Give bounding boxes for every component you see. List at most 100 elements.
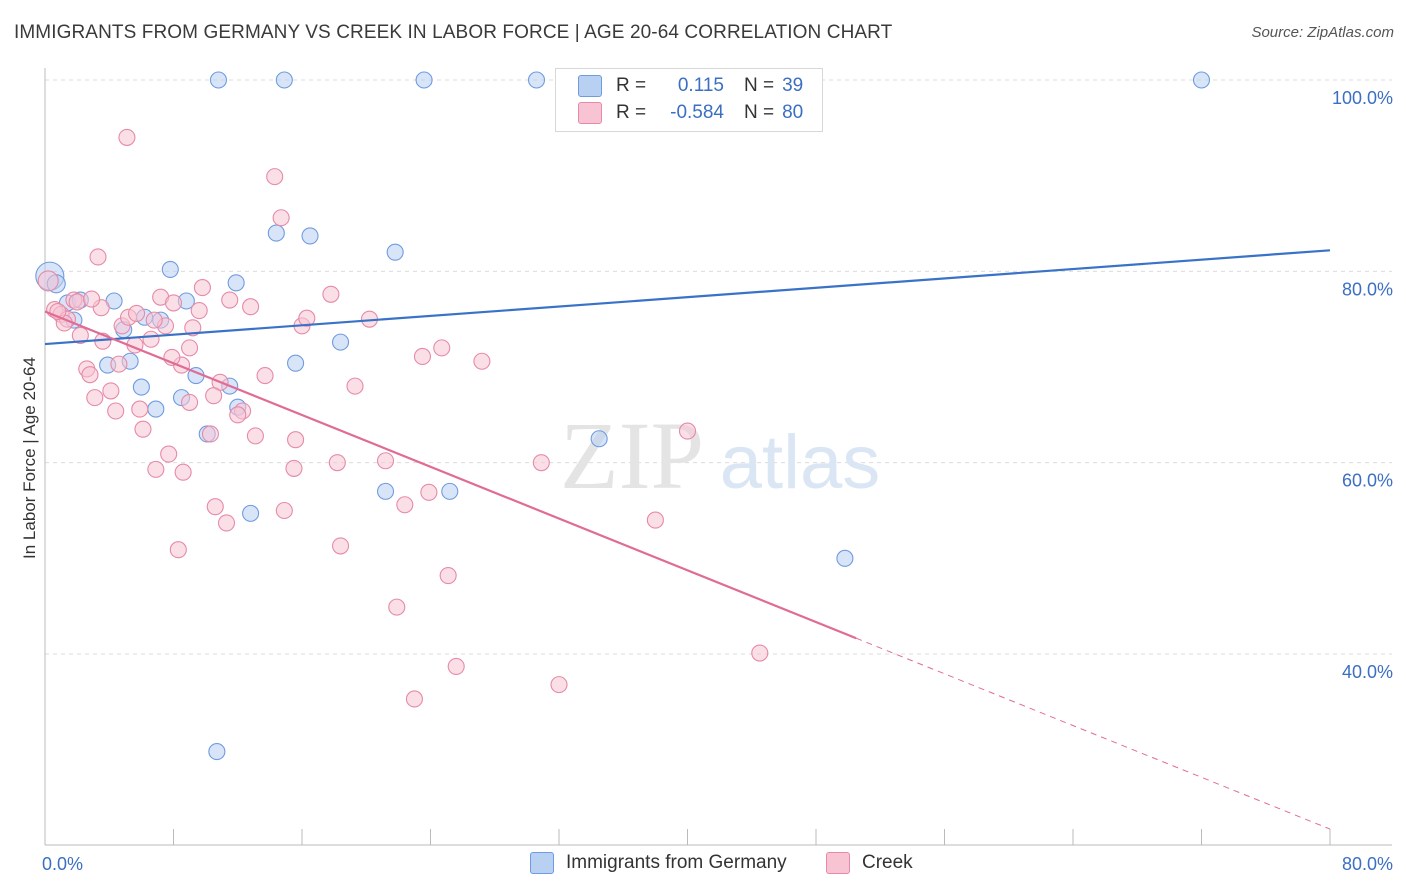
creek-point-75 [110,355,128,373]
creek-point-31 [201,425,219,443]
creek-point-72 [205,387,223,405]
creek-point-5 [71,326,89,344]
germany-trend-line [44,249,1331,346]
legend-r-value: 0.115 [677,75,724,96]
trend-lines [44,249,1331,830]
creek-point-32 [206,498,224,516]
creek-point-69 [68,293,86,311]
germany-point-12 [161,260,179,278]
creek-trend-line [44,310,857,640]
chart-title: IMMIGRANTS FROM GERMANY VS CREEK IN LABO… [14,22,893,43]
legend-r-label: R = [616,102,647,123]
watermark-atlas: atlas [720,420,881,505]
creek-point-35 [221,291,239,309]
creek-point-17 [134,420,152,438]
creek-point-52 [376,452,395,470]
creek-point-19 [147,460,165,478]
creek-point-27 [181,393,199,411]
creek-point-23 [164,294,183,312]
creek-point-64 [646,511,664,529]
germany-point-23 [301,227,319,245]
creek-point-54 [396,496,414,514]
watermark-zip: ZIP [560,402,704,509]
creek-point-22 [160,445,178,463]
germany-point-30 [836,549,854,567]
legend-row-creek: R = -0.584 N = 80 [578,100,803,126]
germany-point-32 [209,71,228,89]
germany-point-28 [441,482,459,500]
germany-point-35 [527,71,546,89]
creek-point-38 [246,427,264,445]
creek-point-68 [181,339,199,357]
bottom-legend-germany: Immigrants from Germany [530,852,787,874]
germany-point-25 [331,333,350,351]
creek-point-79 [128,304,146,322]
germany-point-18 [227,274,245,292]
germany-point-26 [386,243,404,261]
creek-point-61 [473,352,491,370]
germany-point-36 [1192,71,1211,89]
stats-legend: R = 0.115 N = 39 R = -0.584 N = 80 [555,68,823,132]
creek-point-58 [433,339,451,357]
creek-point-47 [322,285,340,303]
creek-point-67 [118,128,136,146]
legend-n-value: 80 [782,102,804,123]
germany-point-34 [415,71,433,89]
creek-point-24 [169,541,187,559]
creek-point-18 [142,330,160,348]
bottom-legend-label-germany: Immigrants from Germany [566,852,787,873]
creek-point-40 [266,168,284,186]
grid-lines [45,79,1392,655]
legend-swatch-germany [578,75,602,97]
creek-point-41 [272,209,290,227]
creek-point-30 [193,279,211,297]
creek-point-73 [229,406,247,424]
creek-point-26 [174,463,192,481]
legend-r-label: R = [616,75,647,96]
creek-point-29 [190,302,208,320]
creek-point-48 [328,454,346,472]
creek-point-12 [107,402,125,420]
bottom-legend-swatch-creek [826,852,850,874]
creek-point-56 [413,347,432,366]
creek-point-7 [81,366,99,384]
y-tick-label-60: 60.0% [1342,471,1393,491]
creek-point-49 [331,537,350,555]
legend-n-label: N = [744,102,775,123]
bottom-legend-creek: Creek [826,852,913,874]
creek-point-46 [298,309,316,327]
y-tick-label-40: 40.0% [1342,662,1393,682]
germany-point-14 [147,400,165,418]
germany-point-13 [132,378,150,396]
germany-point-27 [376,482,395,500]
bottom-legend-label-creek: Creek [862,852,913,873]
creek-point-0 [37,270,59,292]
germany-point-21 [242,504,260,522]
creek-point-59 [439,567,457,585]
creek-point-71 [145,311,163,329]
germany-point-22 [267,224,285,242]
germany-point-29 [590,430,608,448]
creek-point-62 [532,454,550,472]
creek-point-34 [217,514,236,532]
creek-point-66 [751,644,769,662]
germany-point-33 [275,71,293,89]
germany-point-31 [208,743,226,761]
creek-point-65 [678,422,697,440]
creek-point-63 [550,676,568,694]
legend-n-value: 39 [782,75,804,96]
legend-row-germany: R = 0.115 N = 39 [578,73,803,99]
creek-point-44 [287,431,305,449]
creek-point-55 [405,690,423,708]
legend-r-value: -0.584 [670,102,724,123]
creek-point-39 [256,367,274,385]
x-tick-label-min: 0.0% [42,854,83,874]
germany-point-24 [287,354,305,372]
y-tick-label-80: 80.0% [1342,279,1393,299]
creek-point-78 [83,290,101,308]
creek-point-60 [447,657,465,675]
creek-point-37 [242,298,260,316]
watermark: ZIP atlas [560,402,880,509]
creek-point-43 [285,459,303,477]
